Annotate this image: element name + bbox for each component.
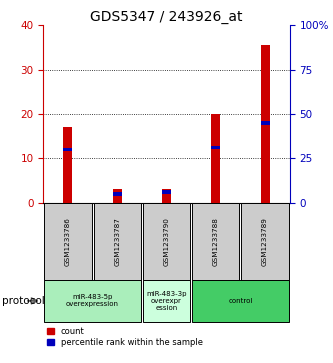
Text: GSM1233790: GSM1233790 <box>164 217 169 266</box>
Bar <box>113 189 122 203</box>
Bar <box>113 192 122 196</box>
Bar <box>261 121 269 125</box>
Text: protocol: protocol <box>2 296 44 306</box>
FancyBboxPatch shape <box>143 280 190 322</box>
Bar <box>261 45 269 203</box>
Text: GSM1233787: GSM1233787 <box>114 217 120 266</box>
Bar <box>64 127 72 203</box>
Bar <box>211 114 220 203</box>
Legend: count, percentile rank within the sample: count, percentile rank within the sample <box>48 327 203 347</box>
FancyBboxPatch shape <box>94 203 141 280</box>
Bar <box>64 148 72 151</box>
Bar <box>162 190 171 194</box>
FancyBboxPatch shape <box>241 203 289 280</box>
FancyBboxPatch shape <box>44 280 141 322</box>
Text: miR-483-5p
overexpression: miR-483-5p overexpression <box>66 294 119 307</box>
Text: GSM1233789: GSM1233789 <box>262 217 268 266</box>
Text: GSM1233788: GSM1233788 <box>213 217 219 266</box>
Bar <box>211 146 220 150</box>
Text: miR-483-3p
overexpr
ession: miR-483-3p overexpr ession <box>146 291 187 311</box>
Bar <box>162 189 171 203</box>
FancyBboxPatch shape <box>192 280 289 322</box>
Title: GDS5347 / 243926_at: GDS5347 / 243926_at <box>90 11 243 24</box>
FancyBboxPatch shape <box>192 203 239 280</box>
FancyBboxPatch shape <box>44 203 92 280</box>
Text: GSM1233786: GSM1233786 <box>65 217 71 266</box>
Text: control: control <box>228 298 253 304</box>
FancyBboxPatch shape <box>143 203 190 280</box>
